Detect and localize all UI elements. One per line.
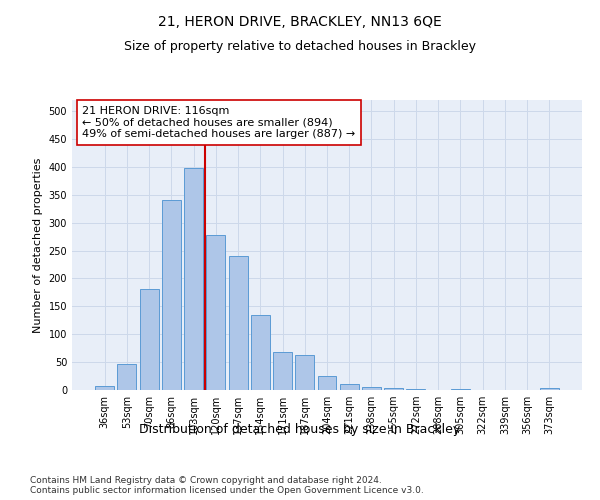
Text: 21, HERON DRIVE, BRACKLEY, NN13 6QE: 21, HERON DRIVE, BRACKLEY, NN13 6QE bbox=[158, 15, 442, 29]
Bar bbox=[140, 288, 158, 390]
Bar bbox=[184, 168, 203, 390]
Bar bbox=[251, 316, 270, 390]
Bar bbox=[362, 387, 381, 390]
Text: Distribution of detached houses by size in Brackley: Distribution of detached houses by size … bbox=[139, 422, 461, 436]
Bar bbox=[206, 235, 225, 390]
Text: Contains HM Land Registry data © Crown copyright and database right 2024.
Contai: Contains HM Land Registry data © Crown c… bbox=[30, 476, 424, 495]
Bar bbox=[229, 256, 248, 390]
Bar bbox=[340, 384, 359, 390]
Bar bbox=[273, 352, 292, 390]
Bar bbox=[162, 200, 181, 390]
Bar bbox=[540, 388, 559, 390]
Bar bbox=[317, 376, 337, 390]
Bar bbox=[118, 364, 136, 390]
Bar bbox=[295, 356, 314, 390]
Text: Size of property relative to detached houses in Brackley: Size of property relative to detached ho… bbox=[124, 40, 476, 53]
Y-axis label: Number of detached properties: Number of detached properties bbox=[33, 158, 43, 332]
Bar bbox=[384, 388, 403, 390]
Bar bbox=[95, 386, 114, 390]
Bar bbox=[406, 389, 425, 390]
Text: 21 HERON DRIVE: 116sqm
← 50% of detached houses are smaller (894)
49% of semi-de: 21 HERON DRIVE: 116sqm ← 50% of detached… bbox=[82, 106, 355, 139]
